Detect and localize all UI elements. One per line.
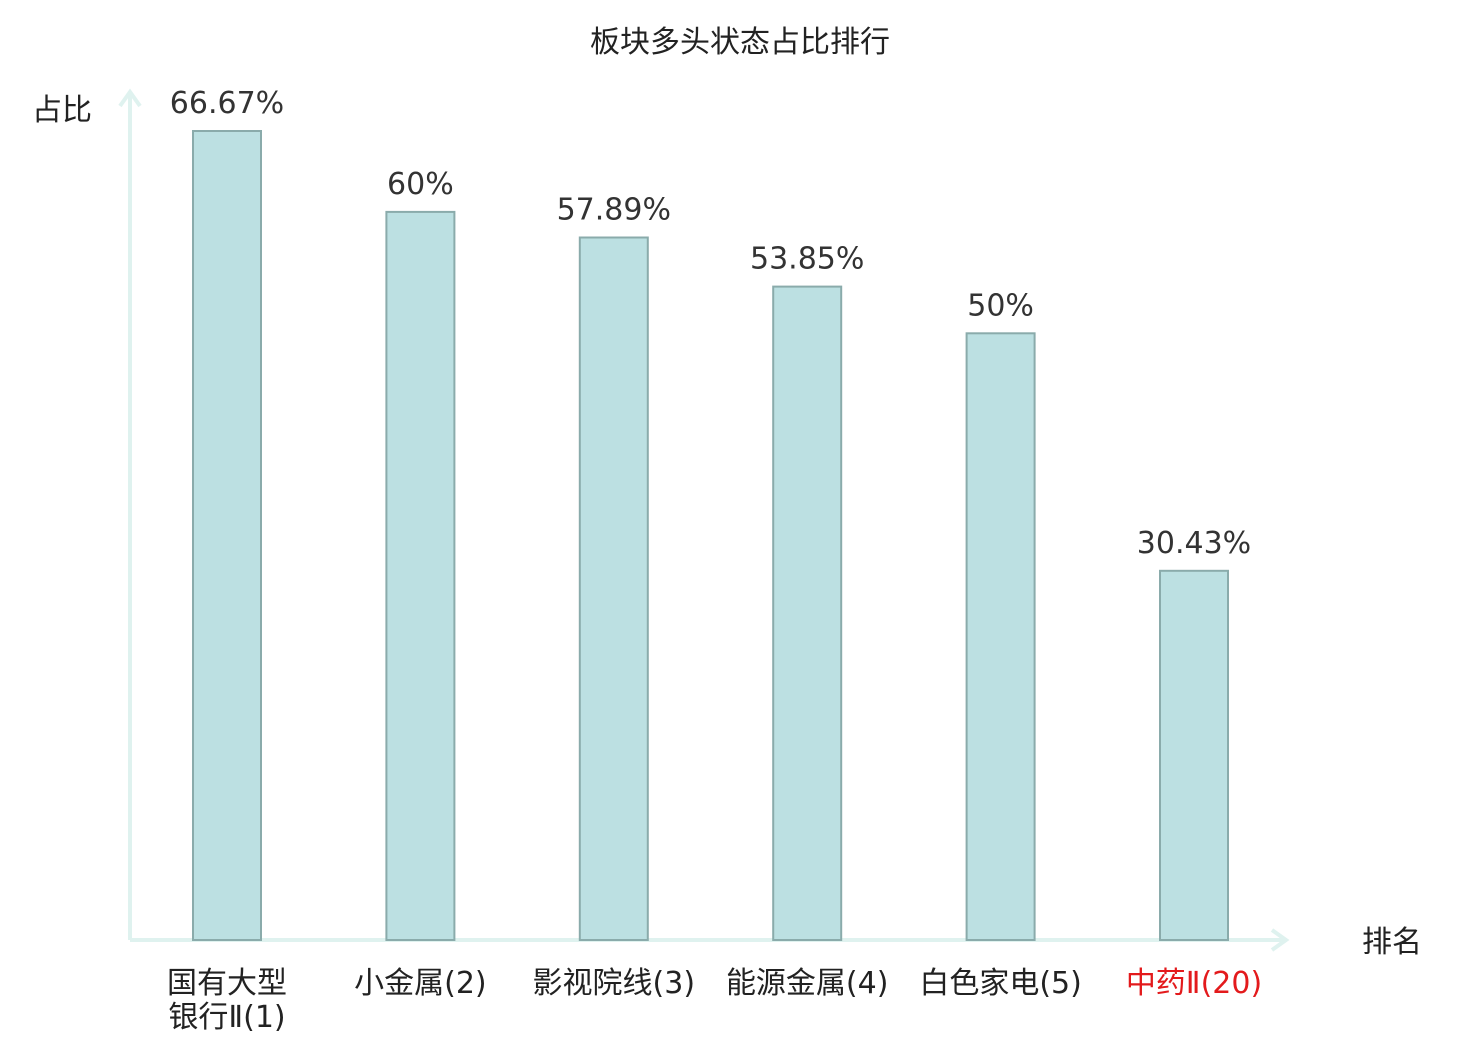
category-label-1-line-1: 国有大型: [167, 966, 287, 1001]
y-axis-label: 占比: [32, 93, 92, 128]
category-label-2: 小金属(2): [354, 966, 487, 1001]
bar-4: [772, 285, 843, 942]
x-axis-arrow: [1270, 928, 1290, 952]
value-label-1: 66.67%: [170, 86, 284, 121]
x-axis: [130, 928, 1290, 952]
value-label-2: 60%: [387, 167, 454, 202]
bar-3: [578, 236, 649, 941]
x-axis-label: 排名: [1362, 925, 1422, 960]
category-label-5: 白色家电(5): [919, 966, 1082, 1001]
chart-title: 板块多头状态占比排行: [590, 25, 890, 60]
bar-6: [1159, 569, 1229, 941]
value-label-3: 57.89%: [557, 193, 671, 228]
bar-5: [965, 332, 1036, 941]
value-labels-group: 66.67% 60% 57.89% 53.85% 50% 30.43%: [170, 86, 1251, 561]
value-label-5: 50%: [967, 288, 1034, 323]
y-axis: [118, 88, 142, 940]
y-axis-arrow: [118, 88, 142, 108]
category-label-6: 中药Ⅱ(20): [1126, 966, 1262, 1001]
category-label-3: 影视院线(3): [533, 966, 696, 1001]
category-label-4: 能源金属(4): [726, 966, 889, 1001]
bar-1: [192, 130, 262, 941]
value-label-6: 30.43%: [1137, 526, 1251, 561]
value-label-4: 53.85%: [750, 242, 864, 277]
bar-2: [385, 210, 456, 941]
bars-group: [192, 130, 1229, 942]
category-label-1-line-2: 银行Ⅱ(1): [168, 1000, 285, 1035]
